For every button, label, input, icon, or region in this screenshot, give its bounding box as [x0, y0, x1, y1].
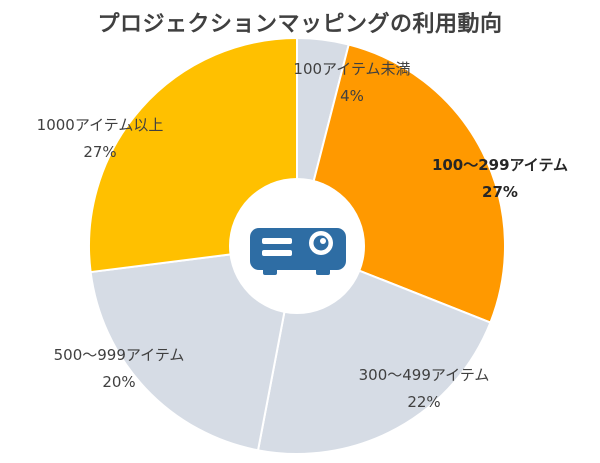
slice-category-label: 100アイテム未満	[293, 60, 410, 78]
slice-value-label: 20%	[102, 373, 135, 391]
slice-category-label: 300〜499アイテム	[359, 366, 490, 384]
chart-title: プロジェクションマッピングの利用動向	[97, 12, 503, 37]
slice-value-label: 27%	[482, 183, 518, 201]
pie-slice-4	[89, 244, 299, 452]
projector-icon	[250, 228, 346, 275]
slice-value-label: 27%	[83, 143, 116, 161]
slice-category-label: 100〜299アイテム	[432, 156, 568, 174]
slice-category-label: 1000アイテム以上	[37, 116, 164, 134]
slice-category-label: 500〜999アイテム	[54, 346, 185, 364]
slice-value-label: 4%	[340, 87, 364, 105]
pie-labels: 100アイテム未満 4% 100〜299アイテム 27% 300〜499アイテム 22% 5…	[37, 60, 568, 411]
slice-value-label: 22%	[407, 393, 440, 411]
